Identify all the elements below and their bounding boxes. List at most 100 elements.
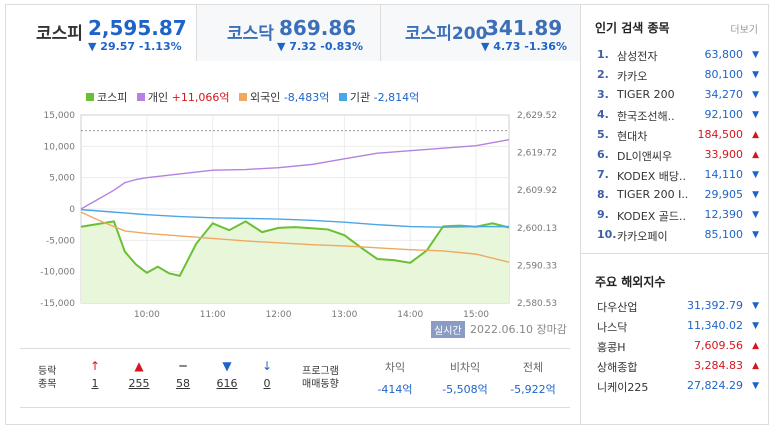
- triangle-down-icon: ▼: [752, 170, 759, 180]
- tab-kospi-change: ▼ 29.57 -1.13%: [88, 40, 182, 53]
- x-axis-tick: 12:00: [266, 310, 292, 320]
- series-line-foreign: [80, 211, 510, 263]
- popular-stock-price: 33,900: [704, 148, 744, 161]
- legend-institution-value: -2,814억: [373, 91, 420, 104]
- tab-kospi-value: 2,595.87: [88, 16, 187, 40]
- index-chart: 15,000 10,000 5,000 0 -5,000 -10,000 -15,000 2,…: [40, 111, 557, 320]
- chart-legend: 코스피 개인 +11,066억 외국인 -8,483억 기관 -2,814억: [86, 89, 425, 105]
- series-line-kospi: [80, 220, 510, 278]
- overseas-index-item[interactable]: 나스닥 11,340.02 ▼: [595, 319, 761, 338]
- tab-kospi[interactable]: 코스피 2,595.87 ▼ 29.57 -1.13%: [6, 5, 196, 62]
- popular-stock-rank: 8.: [597, 188, 609, 201]
- overseas-index-name: 다우산업: [597, 301, 638, 314]
- popular-stock-name: TIGER 200 I..: [617, 188, 689, 201]
- overseas-index-name: 나스닥: [597, 321, 628, 334]
- left-axis-tick: 5,000: [49, 174, 75, 184]
- legend-individual-swatch: [136, 93, 145, 101]
- triangle-up-icon: ▲: [752, 150, 759, 160]
- popular-stock-item[interactable]: 1. 삼성전자 63,800 ▼: [595, 48, 761, 67]
- program-arbitrage: 차익 -414억: [360, 359, 430, 397]
- popular-stock-item[interactable]: 7. KODEX 배당.. 14,110 ▼: [595, 168, 761, 187]
- program-total-header: 전체: [522, 361, 544, 374]
- series-line-institution: [80, 208, 510, 228]
- popular-stock-price: 184,500: [697, 128, 744, 141]
- popular-stock-item[interactable]: 4. 한국조선해.. 92,100 ▼: [595, 108, 761, 127]
- popular-stock-price: 29,905: [704, 188, 744, 201]
- left-axis-tick: 10,000: [44, 142, 76, 152]
- overseas-index-name: 상해종합: [597, 361, 638, 374]
- popular-stock-price: 34,270: [704, 88, 744, 101]
- left-axis-tick: 0: [69, 205, 75, 215]
- program-label-line1: 프로그램: [302, 366, 339, 377]
- legend-foreign-value: -8,483억: [283, 91, 330, 104]
- popular-stock-rank: 6.: [597, 148, 609, 161]
- left-axis-tick: 15,000: [44, 111, 76, 121]
- popular-stock-rank: 1.: [597, 48, 609, 61]
- triangle-down-icon: ▼: [222, 359, 232, 373]
- triangle-down-icon: ▼: [752, 50, 759, 60]
- series-line-individual: [80, 138, 510, 210]
- overseas-index-item[interactable]: 상해종합 3,284.83 ▲: [595, 359, 761, 378]
- tab-kospi200[interactable]: 코스피200 341.89 ▼ 4.73 -1.36%: [380, 5, 580, 61]
- overseas-index-price: 27,824.29: [687, 379, 743, 392]
- right-axis-tick: 2,590.33: [517, 261, 557, 271]
- popular-stock-price: 85,100: [704, 228, 744, 241]
- x-axis-tick: 15:00: [463, 310, 489, 320]
- popular-stock-item[interactable]: 3. TIGER 200 34,270 ▼: [595, 88, 761, 107]
- popular-stock-item[interactable]: 10. 카카오페이 85,100 ▼: [595, 228, 761, 247]
- popular-stock-item[interactable]: 2. 카카오 80,100 ▼: [595, 68, 761, 87]
- breadth-lower-limit[interactable]: ↓ 0: [252, 359, 282, 390]
- popular-stock-name: 한국조선해..: [617, 110, 675, 123]
- realtime-badge: 실시간: [431, 321, 465, 338]
- triangle-down-icon: ▼: [752, 321, 759, 331]
- x-axis-tick: 10:00: [134, 310, 160, 320]
- legend-institution: 기관 -2,814억: [338, 91, 420, 104]
- legend-individual-label: 개인: [147, 91, 169, 104]
- popular-stock-price: 14,110: [704, 168, 744, 181]
- tab-kosdaq-name: 코스닥: [227, 24, 274, 44]
- overseas-index-item[interactable]: 니케이225 27,824.29 ▼: [595, 379, 761, 398]
- breadth-lower-limit-count: 0: [263, 377, 271, 390]
- triangle-down-icon: ▼: [752, 210, 759, 220]
- breadth-unchanged-count: 58: [176, 377, 190, 390]
- market-datetime: 2022.06.10 장마감: [470, 323, 567, 336]
- program-nonarbitrage-value: -5,508억: [442, 383, 488, 396]
- legend-foreign-swatch: [238, 93, 247, 101]
- breadth-label: 등락 종목: [38, 365, 56, 391]
- popular-stock-item[interactable]: 9. KODEX 골드.. 12,390 ▼: [595, 208, 761, 227]
- tab-kosdaq-value: 869.86: [279, 16, 357, 40]
- x-axis-tick: 14:00: [397, 310, 423, 320]
- arrow-down-limit-icon: ↓: [261, 359, 273, 373]
- popular-stock-rank: 3.: [597, 88, 609, 101]
- breadth-upper-limit[interactable]: ↑ 1: [80, 359, 110, 390]
- popular-stock-price: 63,800: [704, 48, 744, 61]
- breadth-falling[interactable]: ▼ 616: [212, 359, 242, 390]
- triangle-up-icon: ▲: [752, 341, 759, 351]
- popular-stock-rank: 7.: [597, 168, 609, 181]
- market-breadth-bar: 등락 종목 ↑ 1 ▲ 255 ━ 58 ▼ 616 ↓ 0: [20, 348, 570, 408]
- program-total-value: -5,922억: [510, 383, 556, 396]
- popular-stock-price: 92,100: [704, 108, 744, 121]
- overseas-index-item[interactable]: 홍콩H 7,609.56 ▲: [595, 339, 761, 358]
- breadth-rising[interactable]: ▲ 255: [124, 359, 154, 390]
- breadth-unchanged[interactable]: ━ 58: [168, 359, 198, 390]
- tab-kospi200-name: 코스피200: [405, 24, 488, 44]
- tab-kosdaq[interactable]: 코스닥 869.86 ▼ 7.32 -0.83%: [196, 5, 380, 61]
- left-axis-tick: -15,000: [40, 299, 75, 309]
- popular-stock-item[interactable]: 8. TIGER 200 I.. 29,905 ▼: [595, 188, 761, 207]
- popular-stock-rank: 5.: [597, 128, 609, 141]
- popular-stock-name: 카카오: [617, 70, 648, 83]
- breadth-label-line1: 등락: [38, 366, 57, 377]
- popular-stock-name: KODEX 배당..: [617, 170, 686, 183]
- tab-kospi200-change: ▼ 4.73 -1.36%: [481, 40, 567, 53]
- overseas-index-item[interactable]: 다우산업 31,392.79 ▼: [595, 299, 761, 318]
- more-link[interactable]: 더보기: [730, 25, 758, 36]
- program-nonarbitrage: 비차익 -5,508억: [430, 359, 500, 397]
- index-tabs: 코스피 2,595.87 ▼ 29.57 -1.13% 코스닥 869.86 ▼…: [6, 5, 580, 62]
- overseas-index-price: 7,609.56: [694, 339, 743, 352]
- popular-stock-item[interactable]: 6. DL이앤씨우 33,900 ▲: [595, 148, 761, 167]
- right-axis-tick: 2,629.52: [517, 111, 557, 121]
- right-axis-tick: 2,619.72: [517, 149, 557, 159]
- popular-stock-item[interactable]: 5. 현대차 184,500 ▲: [595, 128, 761, 147]
- breadth-rising-count: 255: [128, 377, 150, 390]
